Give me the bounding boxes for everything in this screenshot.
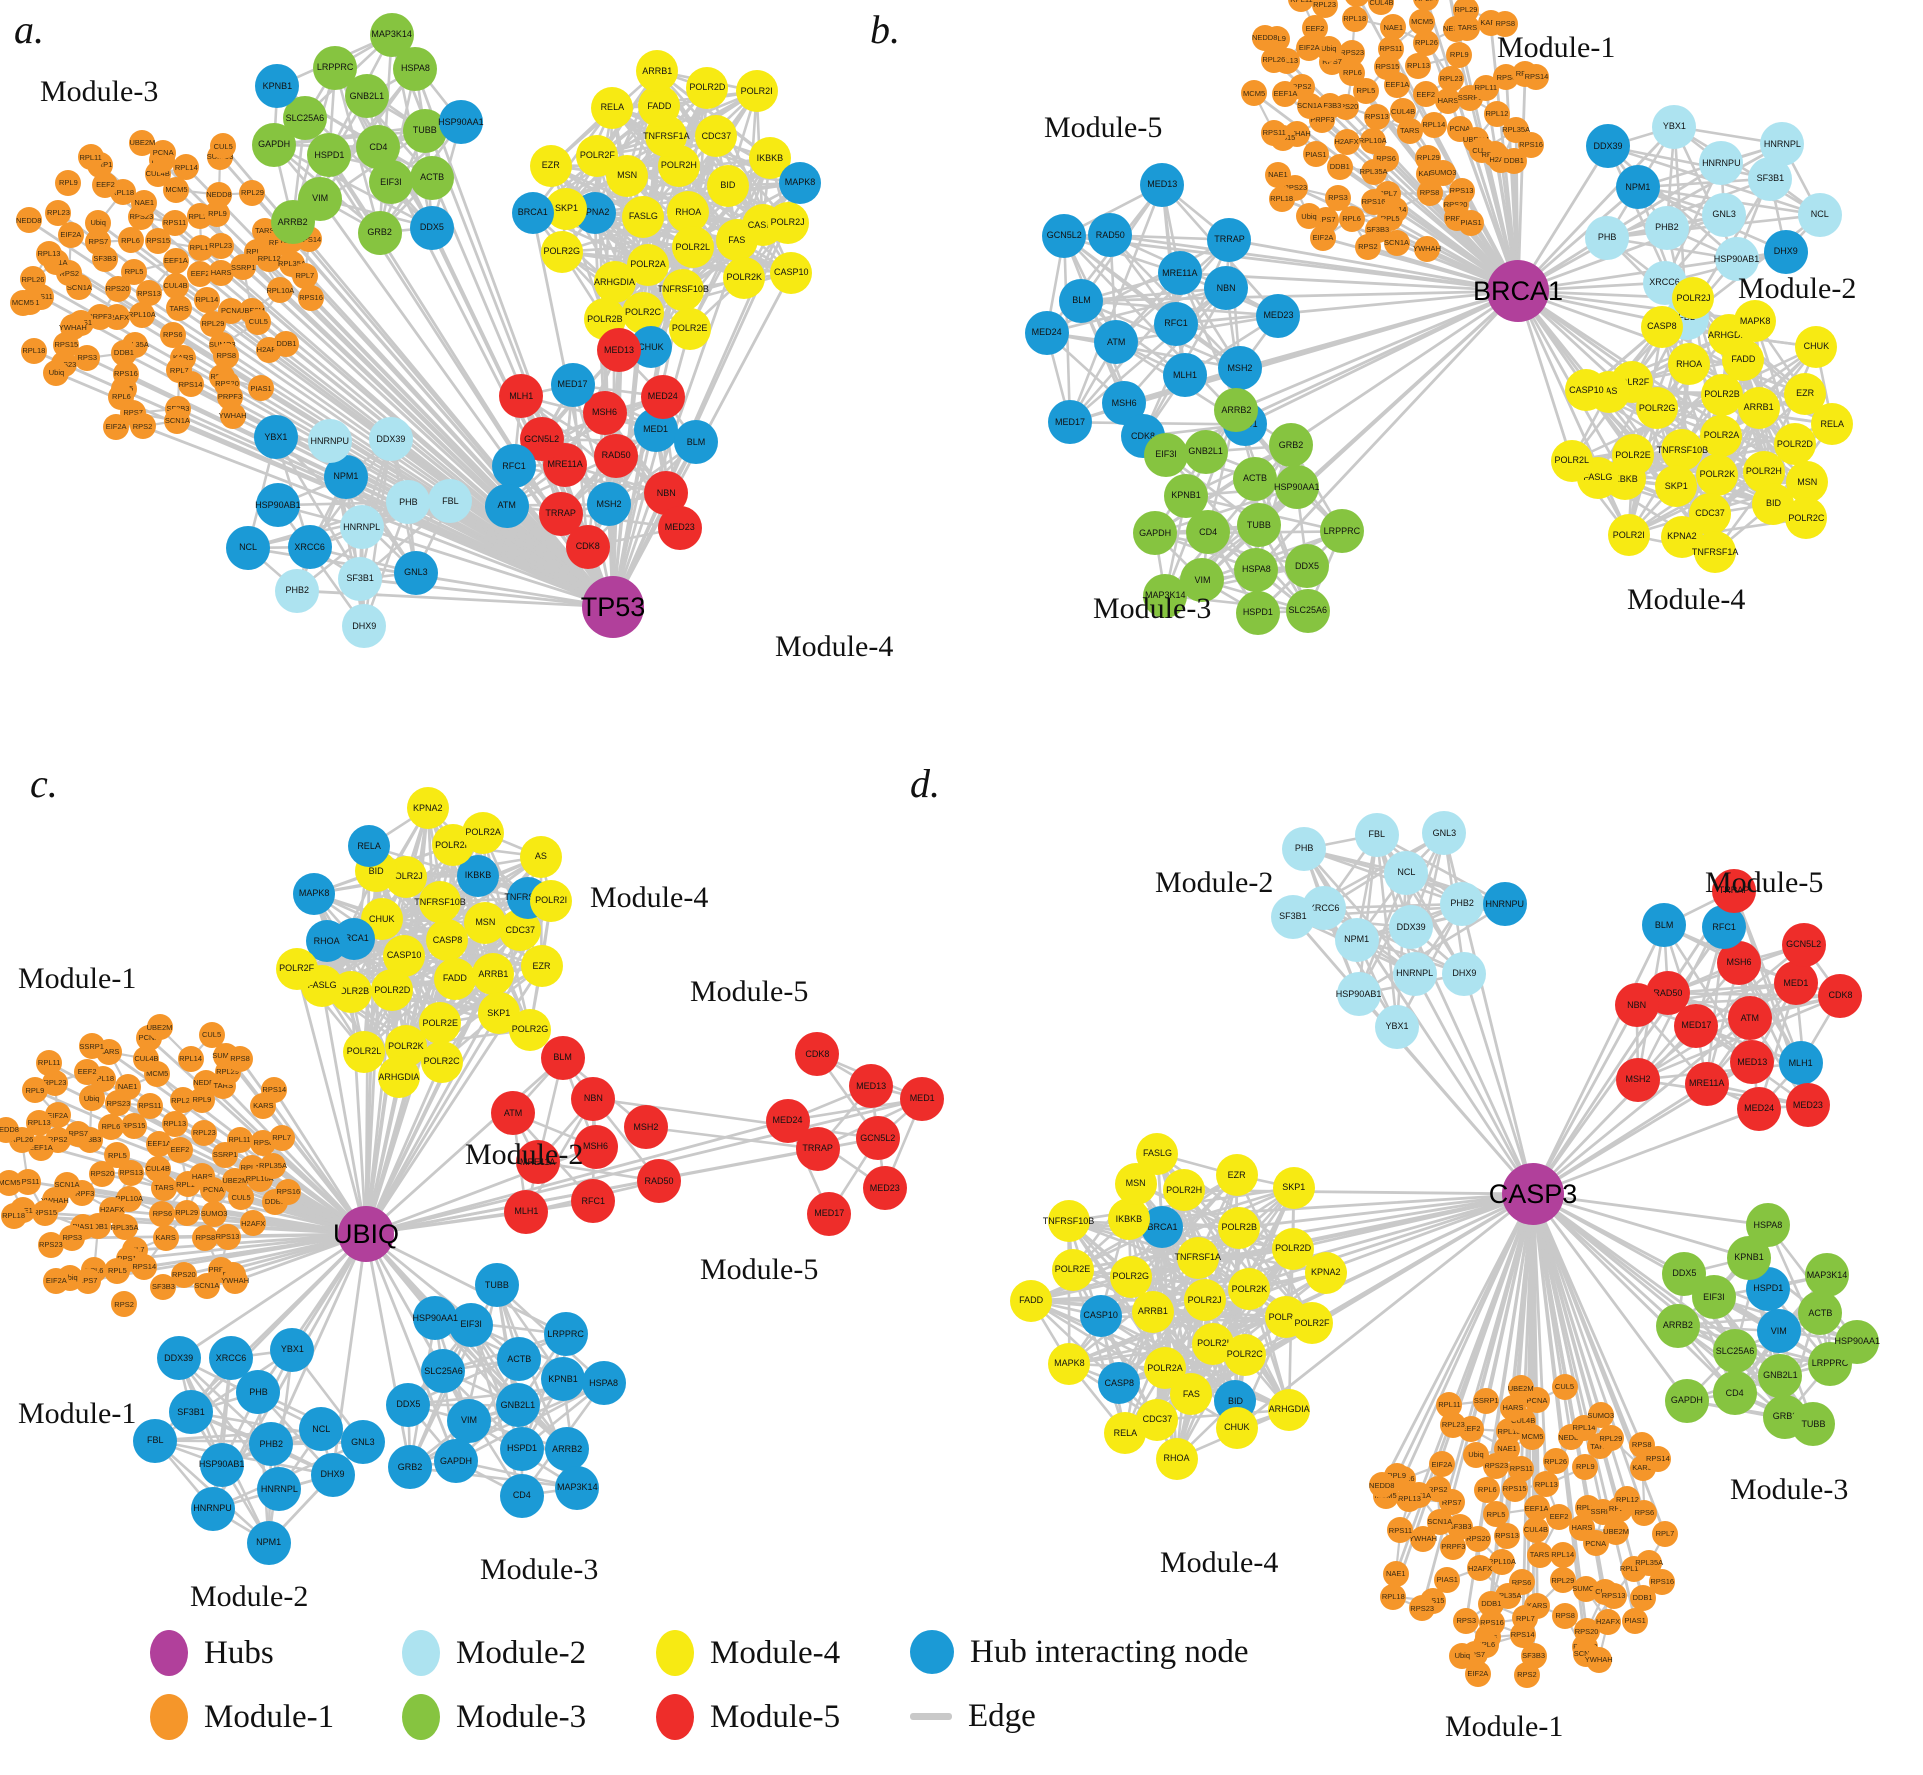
legend-swatch-module-4 [656, 1630, 694, 1676]
panel-b-letter: b. [870, 7, 900, 52]
legend-item-hub-interacting-node: Hub interacting node [910, 1630, 1249, 1674]
legend-swatch-module-3 [402, 1694, 440, 1740]
panel-d-module-label-0: Module-2 [1155, 866, 1274, 899]
panel-b-module-label-3: Module-3 [1093, 592, 1212, 625]
panel-a-module-label-3: Module-4 [775, 630, 894, 663]
legend-item-module-1: Module-1 [150, 1694, 334, 1740]
panel-d-module-label-3: Module-3 [1730, 1473, 1849, 1506]
panel-a-letter: a. [14, 7, 44, 52]
panel-d-module-label-2: Module-4 [1160, 1546, 1279, 1579]
panel-d: d. [910, 761, 1920, 1775]
panel-d-module-label-1: Module-5 [1705, 866, 1824, 899]
panel-d-module-label-4: Module-1 [1445, 1710, 1564, 1743]
network-node-skp1[interactable]: SKP1 [1272, 1166, 1315, 1209]
legend-label-hub-interacting-node: Hub interacting node [970, 1633, 1249, 1670]
legend-item-module-3: Module-3 [402, 1694, 586, 1740]
panel-c-letter: c. [30, 761, 58, 806]
panel-b-module-label-2: Module-2 [1738, 272, 1857, 305]
panel-a-module-label-1: Module-1 [18, 962, 137, 995]
panel-a-module-label-4: Module-5 [690, 975, 809, 1008]
network-node-fbl[interactable]: FBL [133, 1418, 178, 1463]
network-node-pcna[interactable]: PCNA [1421, 0, 1448, 2]
network-node-eif3i[interactable]: EIF3I [449, 1302, 494, 1347]
panel-b-module-label-4: Module-4 [1627, 583, 1746, 616]
legend-swatch-module-5 [656, 1694, 694, 1740]
panel-c: c. [0, 761, 960, 1620]
network-node-vim[interactable]: VIM [1756, 1309, 1801, 1354]
legend-label-edge: Edge [968, 1698, 1036, 1734]
panel-c-module-label-0: Module-4 [590, 881, 709, 914]
legend-item-module-2: Module-2 [402, 1630, 586, 1676]
panel-a: a. [0, 0, 860, 660]
network-node-cdk8[interactable]: CDK8 [795, 1032, 840, 1077]
legend-item-module-5: Module-5 [656, 1694, 840, 1740]
panel-c-module-label-2: Module-5 [700, 1253, 819, 1286]
network-node-vim[interactable]: VIM [1180, 558, 1225, 603]
network-node-lrpprc[interactable]: LRPPRC [1319, 509, 1364, 554]
legend-item-edge: Edge [910, 1698, 1036, 1735]
panel-b-module-label-1: Module-1 [1497, 31, 1616, 64]
panel-c-module-label-1: Module-1 [18, 1397, 137, 1430]
network-node-hars[interactable]: HARS [1344, 0, 1371, 8]
legend-label-module-3: Module-3 [456, 1698, 587, 1735]
legend-label-module-5: Module-5 [710, 1698, 841, 1735]
legend-swatch-hub-interacting-node [910, 1630, 954, 1674]
panel-a-module-label-2: Module-2 [465, 1138, 584, 1171]
legend-label-module-1: Module-1 [204, 1698, 335, 1735]
panel-b: b. [870, 0, 1920, 660]
legend-item-module-4: Module-4 [656, 1630, 840, 1676]
legend-label-module-4: Module-4 [710, 1634, 841, 1671]
panel-d-letter: d. [910, 761, 940, 806]
panel-a-module-label-0: Module-3 [40, 75, 159, 108]
network-node-casp8[interactable]: CASP8 [1098, 1362, 1141, 1405]
panel-c-module-label-4: Module-3 [480, 1553, 599, 1586]
legend-swatch-module-1 [150, 1694, 188, 1740]
legend: Hubs Module-1 Module-2 Module-3 Module-4… [150, 1630, 1330, 1770]
legend-label-hubs: Hubs [204, 1634, 274, 1671]
network-node-blm[interactable]: BLM [1642, 903, 1687, 948]
legend-label-module-2: Module-2 [456, 1634, 587, 1671]
panel-b-module-label-0: Module-5 [1044, 111, 1163, 144]
legend-swatch-module-2 [402, 1630, 440, 1676]
network-node-phb2[interactable]: PHB2 [1440, 881, 1485, 926]
panel-c-module-label-3: Module-2 [190, 1580, 309, 1613]
legend-swatch-hubs [150, 1630, 188, 1676]
network-node-med24[interactable]: MED24 [765, 1098, 810, 1143]
network-node-polr2l[interactable]: POLR2L [671, 226, 714, 269]
legend-swatch-edge [910, 1713, 952, 1720]
network-node-mlh1[interactable]: MLH1 [1163, 353, 1208, 398]
legend-item-hubs: Hubs [150, 1630, 274, 1676]
